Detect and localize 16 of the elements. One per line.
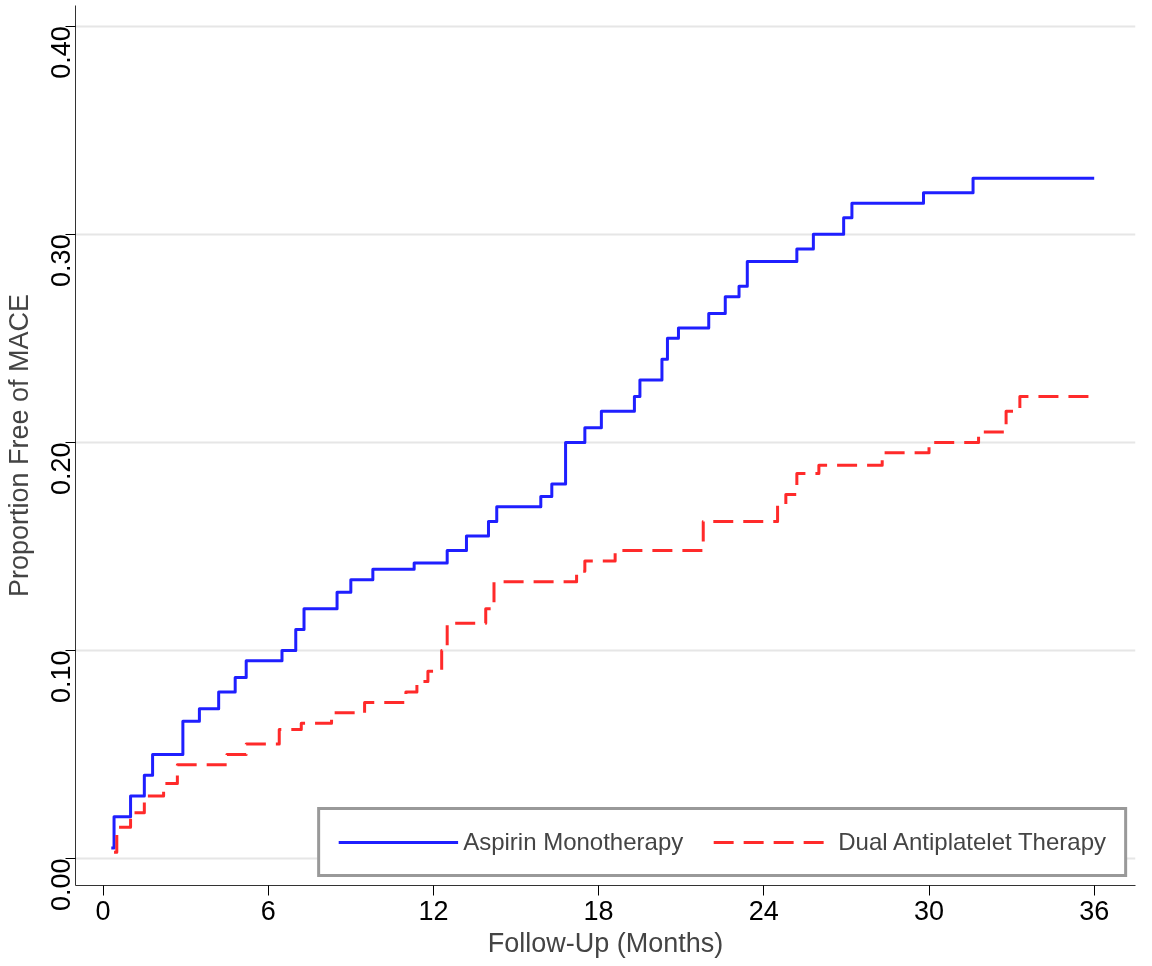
x-tick-label: 18 [583, 895, 614, 926]
y-tick-label: 0.40 [46, 26, 76, 79]
x-tick-label: 36 [1079, 895, 1110, 926]
x-tick-label: 0 [95, 895, 111, 926]
x-tick-label: 24 [748, 895, 779, 926]
y-tick-label: 0.30 [46, 234, 76, 287]
y-tick-label: 0.10 [46, 650, 76, 703]
x-tick-label: 30 [913, 895, 945, 926]
legend-label: Aspirin Monotherapy [463, 828, 684, 856]
x-tick-label: 6 [260, 895, 276, 926]
y-tick-label: 0.20 [46, 442, 76, 495]
y-axis-title: Proportion Free of MACE [3, 293, 34, 598]
x-axis-title: Follow-Up (Months) [487, 927, 724, 958]
y-tick-label: 0.00 [46, 858, 76, 911]
x-tick-label: 12 [418, 895, 449, 926]
legend-label: Dual Antiplatelet Therapy [838, 828, 1106, 856]
